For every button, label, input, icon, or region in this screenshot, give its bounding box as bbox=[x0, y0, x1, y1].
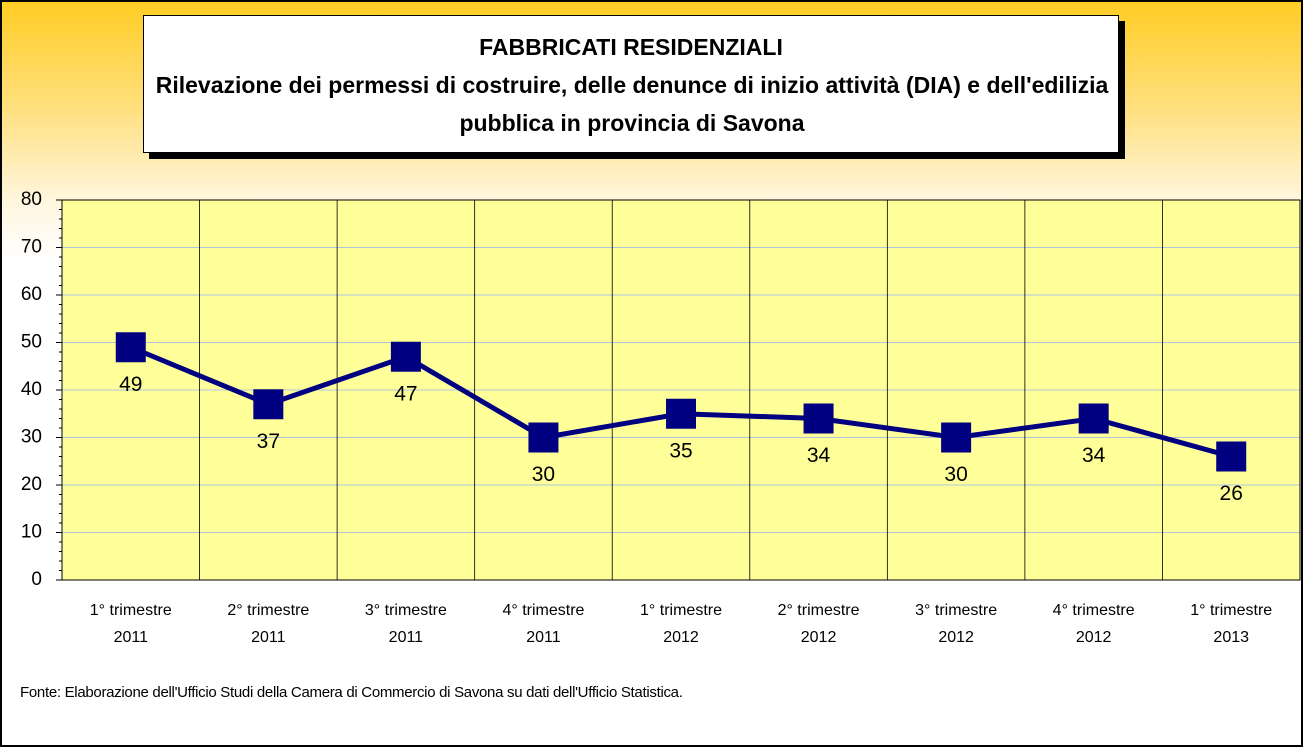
data-label: 35 bbox=[669, 439, 692, 462]
y-tick-label: 70 bbox=[21, 237, 42, 258]
y-tick-label: 60 bbox=[21, 284, 42, 305]
y-tick-label: 80 bbox=[21, 189, 42, 210]
x-tick-label: 4° trimestre 2011 bbox=[502, 602, 585, 646]
marker bbox=[941, 422, 972, 453]
marker bbox=[666, 398, 696, 429]
data-label: 34 bbox=[807, 444, 831, 467]
source-note: Fonte: Elaborazione dell'Ufficio Studi d… bbox=[20, 684, 683, 701]
y-tick-label: 20 bbox=[21, 474, 42, 495]
x-tick-label: 1° trimestre 2013 bbox=[1190, 602, 1273, 646]
data-label: 30 bbox=[532, 463, 555, 486]
x-tick-label: 1° trimestre 2011 bbox=[89, 602, 172, 646]
data-label: 30 bbox=[944, 463, 967, 486]
marker bbox=[253, 389, 284, 420]
data-label: 26 bbox=[1220, 482, 1243, 505]
x-tick-label: 4° trimestre 2012 bbox=[1052, 602, 1135, 646]
y-tick-label: 10 bbox=[21, 522, 42, 543]
y-tick-label: 30 bbox=[21, 427, 42, 448]
data-label: 49 bbox=[119, 373, 142, 396]
marker bbox=[115, 332, 146, 363]
y-tick-label: 40 bbox=[21, 379, 42, 400]
marker bbox=[1216, 441, 1247, 472]
marker bbox=[803, 403, 834, 434]
x-tick-label: 2° trimestre 2011 bbox=[227, 602, 310, 646]
marker bbox=[1078, 403, 1109, 434]
x-tick-label: 3° trimestre 2011 bbox=[364, 602, 447, 646]
title-box: FABBRICATI RESIDENZIALI Rilevazione dei … bbox=[143, 15, 1119, 153]
chart-subtitle: Rilevazione dei permessi di costruire, d… bbox=[155, 72, 1109, 136]
data-label: 37 bbox=[257, 430, 280, 453]
y-tick-label: 50 bbox=[21, 332, 42, 353]
marker bbox=[528, 422, 559, 453]
marker bbox=[390, 341, 421, 372]
x-tick-label: 3° trimestre 2012 bbox=[915, 602, 998, 646]
x-tick-label: 1° trimestre 2012 bbox=[640, 602, 722, 646]
y-tick-label: 0 bbox=[31, 569, 42, 590]
chart-title: FABBRICATI RESIDENZIALI bbox=[479, 34, 783, 60]
data-label: 34 bbox=[1082, 444, 1106, 467]
data-label: 47 bbox=[394, 382, 417, 405]
plot-border bbox=[61, 199, 1301, 581]
x-tick-label: 2° trimestre 2012 bbox=[777, 602, 860, 646]
